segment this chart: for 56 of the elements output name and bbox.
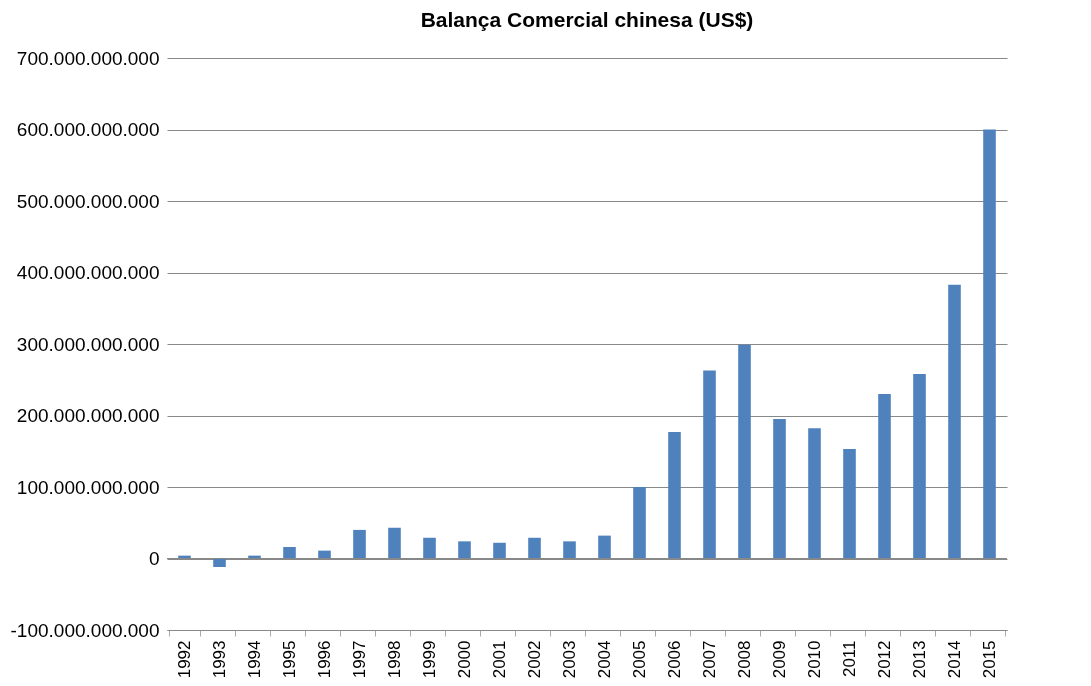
x-tick-label: 2013 <box>910 640 929 679</box>
bar <box>283 547 296 559</box>
x-tick-label: 2010 <box>805 640 824 679</box>
x-tick-label: 1993 <box>210 640 229 679</box>
bar <box>948 284 961 559</box>
bar <box>598 535 611 559</box>
x-tick-label: 2006 <box>665 640 684 679</box>
bar <box>318 550 331 559</box>
bar <box>493 542 506 559</box>
bar <box>738 344 751 559</box>
bar <box>983 129 996 559</box>
bar <box>353 529 366 559</box>
x-tick-label: 1998 <box>385 640 404 679</box>
x-tick-label: 1996 <box>315 640 334 679</box>
bar <box>808 428 821 559</box>
bar <box>388 527 401 559</box>
y-tick-label: 200.000.000.000 <box>16 405 160 426</box>
x-tick-label: 2014 <box>945 640 964 679</box>
x-tick-label: 2007 <box>700 640 719 679</box>
x-tick-label: 2002 <box>525 640 544 679</box>
x-tick-label: 1992 <box>175 640 194 679</box>
x-tick-label: 2005 <box>630 640 649 679</box>
x-tick-label: 1994 <box>245 640 264 679</box>
bar <box>773 419 786 559</box>
x-tick-label: 2011 <box>840 640 859 678</box>
x-tick-label: 2001 <box>490 640 509 679</box>
x-tick-label: 1995 <box>280 640 299 679</box>
bar <box>913 374 926 559</box>
bar <box>528 537 541 559</box>
y-tick-label: 0 <box>148 548 160 569</box>
bar <box>458 541 471 559</box>
bar <box>563 541 576 559</box>
y-tick-label: -100.000.000.000 <box>10 619 160 641</box>
bar <box>668 431 681 559</box>
x-tick-label: 2008 <box>735 640 754 679</box>
y-tick-label: 400.000.000.000 <box>16 262 160 283</box>
x-tick-label: 2015 <box>980 640 999 679</box>
y-tick-label: 600.000.000.000 <box>16 119 160 140</box>
bar <box>213 558 226 568</box>
x-tick-label: 1999 <box>420 640 439 679</box>
chart-title: Balança Comercial chinesa (US$) <box>420 8 754 31</box>
bar <box>703 370 716 559</box>
x-tick-label: 2012 <box>875 640 894 679</box>
bar <box>633 487 646 559</box>
x-tick-label: 2009 <box>770 640 789 679</box>
x-tick-label: 1997 <box>350 640 369 679</box>
x-tick-label: 2000 <box>455 640 474 679</box>
x-tick-label: 2003 <box>560 640 579 679</box>
bar <box>423 537 436 559</box>
bar <box>843 449 856 559</box>
y-tick-label: 300.000.000.000 <box>16 333 160 355</box>
y-tick-label: 100.000.000.000 <box>16 476 160 498</box>
x-tick-label: 2004 <box>595 640 614 679</box>
y-tick-label: 700.000.000.000 <box>16 47 160 69</box>
bar <box>878 394 891 559</box>
y-tick-label: 500.000.000.000 <box>16 190 160 212</box>
